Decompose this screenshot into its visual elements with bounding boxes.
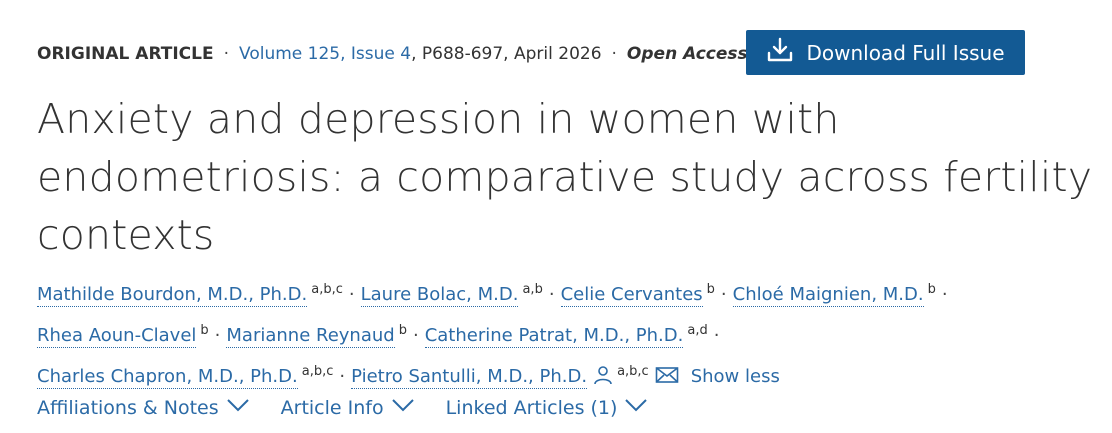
chevron-down-icon xyxy=(390,396,416,419)
separator-dot: · xyxy=(214,325,221,346)
separator-dot: · xyxy=(941,284,948,305)
separator-dot: · xyxy=(720,284,727,305)
author-affiliations: a,b,c xyxy=(301,364,334,379)
title-line: endometriosis: a comparative study acros… xyxy=(37,153,1093,201)
author-link[interactable]: Laure Bolac, M.D. xyxy=(360,284,519,307)
author-affiliations: a,b,c xyxy=(617,364,649,379)
chevron-down-icon xyxy=(225,396,251,419)
separator-dot: · xyxy=(713,325,720,346)
separator-dot: · xyxy=(611,44,617,64)
author-link[interactable]: Chloé Maignien, M.D. xyxy=(732,284,924,307)
title-line: contexts xyxy=(37,211,215,259)
author-link[interactable]: Celie Cervantes xyxy=(560,284,703,307)
author-link[interactable]: Mathilde Bourdon, M.D., Ph.D. xyxy=(37,284,308,307)
person-icon xyxy=(593,362,613,398)
author-link[interactable]: Charles Chapron, M.D., Ph.D. xyxy=(37,366,298,389)
author-list: Mathilde Bourdon, M.D., Ph.D. a,b,c · Laure… xyxy=(37,272,1097,398)
author-link[interactable]: Rhea Aoun-Clavel xyxy=(37,325,197,348)
separator-dot: · xyxy=(412,325,419,346)
author-affiliations: b xyxy=(706,282,715,297)
download-icon xyxy=(766,36,794,69)
author-affiliations: b xyxy=(927,282,936,297)
article-tabs: Affiliations & Notes Article Info Linked… xyxy=(37,396,649,419)
tab-label: Article Info xyxy=(280,396,384,419)
tab-label: Linked Articles (1) xyxy=(445,396,618,419)
tab-linked-articles[interactable]: Linked Articles (1) xyxy=(446,396,650,419)
author-affiliations: b xyxy=(398,323,407,338)
author-link[interactable]: Catherine Patrat, M.D., Ph.D. xyxy=(424,325,684,348)
author-affiliations: b xyxy=(200,323,209,338)
article-title: Anxiety and depression in women with end… xyxy=(37,90,1097,264)
separator-dot: · xyxy=(348,284,355,305)
author-affiliations: a,b,c xyxy=(311,282,343,297)
download-button-label: Download Full Issue xyxy=(806,40,1005,65)
article-type: ORIGINAL ARTICLE xyxy=(37,44,214,64)
separator-dot: · xyxy=(548,284,555,305)
author-affiliations: a,d xyxy=(687,323,708,338)
article-meta: ORIGINAL ARTICLE · Volume 125, Issue 4 ,… xyxy=(37,44,748,64)
download-full-issue-button[interactable]: Download Full Issue xyxy=(746,30,1025,75)
open-access-label: Open Access xyxy=(626,44,748,64)
tab-affiliations-notes[interactable]: Affiliations & Notes xyxy=(37,396,251,419)
tab-label: Affiliations & Notes xyxy=(37,396,219,419)
author-link[interactable]: Pietro Santulli, M.D., Ph.D. xyxy=(351,366,588,389)
title-line: Anxiety and depression in women with xyxy=(37,95,840,143)
show-less-link[interactable]: Show less xyxy=(690,366,780,387)
chevron-down-icon xyxy=(623,396,649,419)
separator-dot: · xyxy=(223,44,230,64)
author-link[interactable]: Marianne Reynaud xyxy=(226,325,395,348)
pages-date: , P688-697, April 2026 xyxy=(411,44,602,64)
author-affiliations: a,b xyxy=(522,282,543,297)
separator-dot: · xyxy=(339,366,346,387)
tab-article-info[interactable]: Article Info xyxy=(281,396,416,419)
email-icon[interactable] xyxy=(655,362,679,398)
volume-issue-link[interactable]: Volume 125, Issue 4 xyxy=(239,44,412,64)
